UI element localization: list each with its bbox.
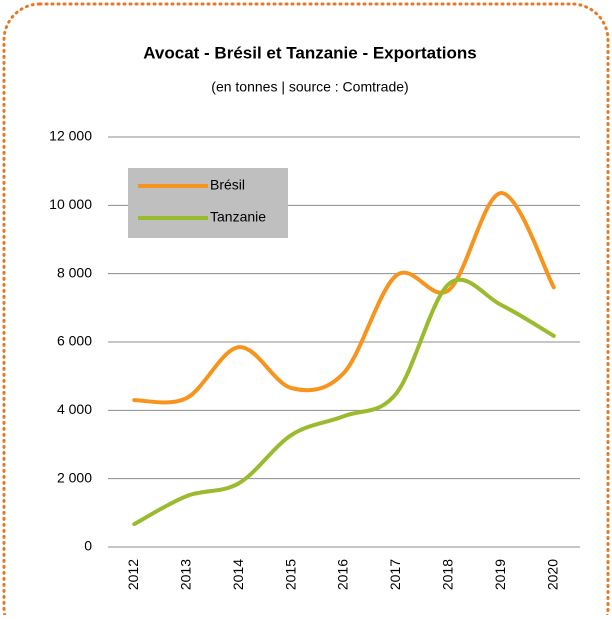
series-line [132, 191, 556, 405]
x-tick-label: 2013 [177, 559, 193, 590]
y-tick-label: 4 000 [57, 401, 92, 417]
x-tick-label: 2014 [230, 559, 246, 590]
chart-subtitle: (en tonnes | source : Comtrade) [211, 79, 408, 95]
y-tick-label: 10 000 [49, 196, 92, 212]
legend-box [128, 168, 288, 238]
y-tick-label: 6 000 [57, 333, 92, 349]
x-tick-label: 2020 [544, 559, 560, 590]
series-line [132, 277, 556, 527]
x-tick-label: 2016 [335, 559, 351, 590]
x-tick-label: 2012 [125, 559, 141, 590]
y-tick-label: 0 [84, 538, 92, 554]
chart-title: Avocat - Brésil et Tanzanie - Exportatio… [143, 43, 476, 62]
x-tick-label: 2018 [440, 559, 456, 590]
x-tick-label: 2015 [282, 559, 298, 590]
y-tick-label: 8 000 [57, 264, 92, 280]
legend-label: Brésil [210, 177, 245, 193]
y-tick-label: 12 000 [49, 128, 92, 144]
x-tick-label: 2017 [387, 559, 403, 590]
x-tick-label: 2019 [492, 559, 508, 590]
y-tick-label: 2 000 [57, 469, 92, 485]
legend-label: Tanzanie [210, 209, 266, 225]
legend: Brésil Tanzanie [128, 168, 288, 238]
